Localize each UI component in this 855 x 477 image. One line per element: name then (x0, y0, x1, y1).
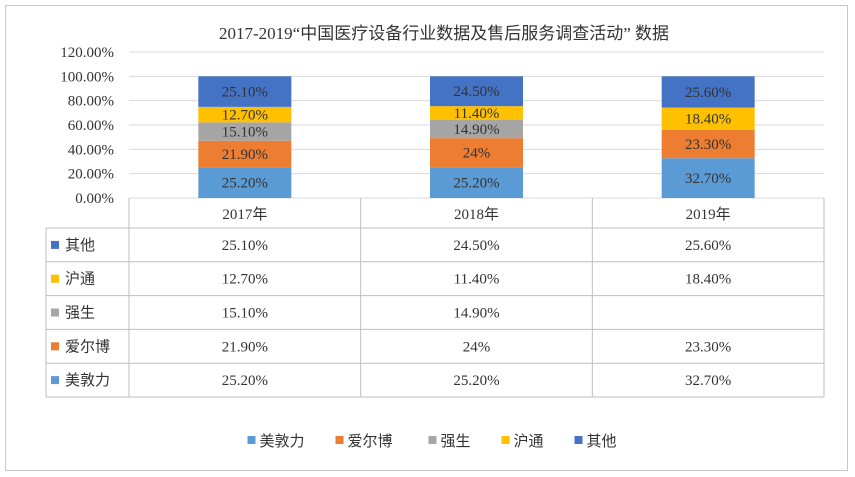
legend-label: 沪通 (514, 432, 544, 450)
bar-segment (661, 158, 755, 198)
data-label: 32.70% (685, 171, 731, 187)
bar-segment (430, 120, 523, 139)
table-cell: 25.20% (453, 373, 499, 389)
data-label: 11.40% (454, 106, 500, 122)
data-label: 14.90% (453, 122, 499, 138)
table-cell: 18.40% (685, 272, 731, 288)
table-cell: 24.50% (453, 238, 499, 254)
data-label: 24% (463, 146, 491, 162)
legend-key (247, 436, 256, 444)
legend-key (574, 436, 583, 444)
table-row-label: 沪通 (65, 270, 95, 288)
y-tick-label: 60.00% (68, 118, 114, 134)
x-tick-label: 2019年 (686, 206, 731, 223)
y-tick-label: 80.00% (68, 94, 114, 110)
table-legend-key (51, 308, 59, 317)
bars: 25.20% 21.90% 15.10%12.70% 25.10% 25.20% 24% 1… (198, 76, 755, 198)
chart-title: 2017-2019“中国医疗设备行业数据及售后服务调查活动” 数据 (219, 24, 669, 43)
bar-segment (661, 107, 755, 130)
data-label: 18.40% (685, 112, 731, 128)
legend-label: 美敦力 (260, 432, 305, 450)
table-row-label: 爱尔博 (65, 337, 110, 355)
y-tick-label: 120.00% (60, 45, 114, 61)
table-legend-key (51, 342, 59, 351)
table-cell: 24% (463, 339, 491, 355)
legend-key (428, 436, 437, 444)
table-row-label: 美敦力 (65, 371, 110, 389)
data-label: 23.30% (685, 137, 731, 153)
bar-segment (430, 138, 523, 168)
data-label: 25.10% (222, 85, 268, 101)
legend-label: 爱尔博 (348, 432, 393, 450)
bar-segment (198, 76, 292, 107)
legend-key (335, 436, 344, 444)
data-label: 25.20% (453, 176, 499, 192)
bar-segment (198, 140, 292, 168)
table-cell: 12.70% (222, 272, 268, 288)
data-label: 25.20% (222, 176, 268, 192)
table-cell: 15.10% (222, 306, 268, 322)
table-legend-key (51, 376, 59, 385)
bar-segment (198, 167, 292, 198)
table-row-label: 强生 (65, 304, 95, 322)
table-cell: 21.90% (222, 339, 268, 355)
bar-segment (661, 129, 755, 159)
table-cell: 14.90% (453, 306, 499, 322)
legend-label: 强生 (441, 432, 471, 450)
x-tick-label: 2017年 (222, 206, 267, 223)
y-tick-label: 100.00% (60, 69, 114, 85)
bar-segment (198, 106, 292, 123)
legend: 美敦力 爱尔博 强生 沪通 其他 (247, 432, 617, 450)
table-cell: 25.10% (222, 238, 268, 254)
data-label: 21.90% (222, 147, 268, 163)
x-tick-label: 2018年 (454, 206, 499, 223)
table-cell: 25.60% (685, 238, 731, 254)
bar-segment (430, 167, 523, 198)
y-axis: 0.00% 20.00% 40.00% 60.00% 80.00% 100.00% 120.… (60, 45, 114, 207)
legend-key (501, 436, 510, 444)
data-label: 15.10% (222, 125, 268, 141)
table-legend-key (51, 240, 59, 249)
table-cell: 11.40% (454, 272, 500, 288)
table-row-label: 其他 (65, 236, 95, 254)
legend-label: 其他 (587, 432, 617, 450)
bar-segment (430, 106, 523, 121)
bar-segment (198, 122, 292, 141)
y-tick-label: 40.00% (68, 142, 114, 158)
table-cell: 23.30% (685, 339, 731, 355)
bar-segment (430, 76, 523, 107)
data-label: 24.50% (453, 84, 499, 100)
y-tick-label: 20.00% (68, 167, 114, 183)
data-label: 25.60% (685, 85, 731, 101)
table-cell: 32.70% (685, 373, 731, 389)
table-legend-key (51, 274, 59, 283)
y-tick-label: 0.00% (75, 191, 114, 207)
data-label: 12.70% (222, 108, 268, 124)
bar-segment (661, 76, 755, 108)
table-cell: 25.20% (222, 373, 268, 389)
